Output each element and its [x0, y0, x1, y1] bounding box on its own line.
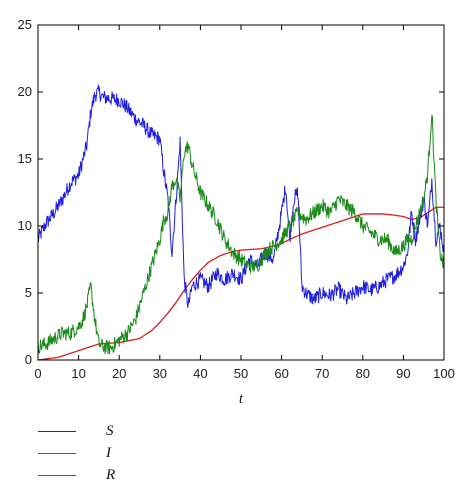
legend: S I R	[30, 420, 170, 486]
x-tick-label: 50	[234, 366, 248, 381]
legend-item-r: R	[30, 464, 170, 486]
y-tick-label: 25	[18, 17, 32, 32]
x-tick-label: 40	[193, 366, 207, 381]
x-tick-label: 20	[112, 366, 126, 381]
legend-swatch-i	[38, 452, 76, 454]
line-chart: 0 10 20 30 40 50 60 70 80 90 100 0 5 10 15 20 25 t	[18, 17, 455, 407]
x-axis-label: t	[239, 391, 244, 407]
y-tick-label: 15	[18, 151, 32, 166]
legend-label-r: R	[106, 466, 116, 483]
series-layer	[37, 84, 445, 361]
y-tick-label: 0	[25, 352, 32, 367]
x-tick-label: 90	[396, 366, 410, 381]
legend-swatch-s	[38, 430, 76, 432]
x-tick-label: 100	[433, 366, 455, 381]
y-tick-label: 20	[18, 84, 32, 99]
legend-label-s: S	[106, 422, 114, 439]
legend-swatch-r	[38, 474, 76, 476]
x-tick-label: 80	[356, 366, 370, 381]
legend-item-s: S	[30, 420, 170, 442]
y-tick-label: 10	[18, 218, 32, 233]
legend-label-i: I	[106, 444, 111, 461]
x-tick-label: 10	[71, 366, 85, 381]
x-tick-label: 70	[315, 366, 329, 381]
x-tick-label: 30	[153, 366, 167, 381]
x-tick-label: 0	[34, 366, 41, 381]
ticks-layer: 0 10 20 30 40 50 60 70 80 90 100 0 5 10 15 20 25	[18, 17, 455, 381]
y-tick-label: 5	[25, 285, 32, 300]
series-line-s	[37, 84, 445, 309]
plot-frame	[37, 24, 445, 361]
series-line-i	[37, 114, 445, 355]
x-tick-label: 60	[274, 366, 288, 381]
legend-item-i: I	[30, 442, 170, 464]
